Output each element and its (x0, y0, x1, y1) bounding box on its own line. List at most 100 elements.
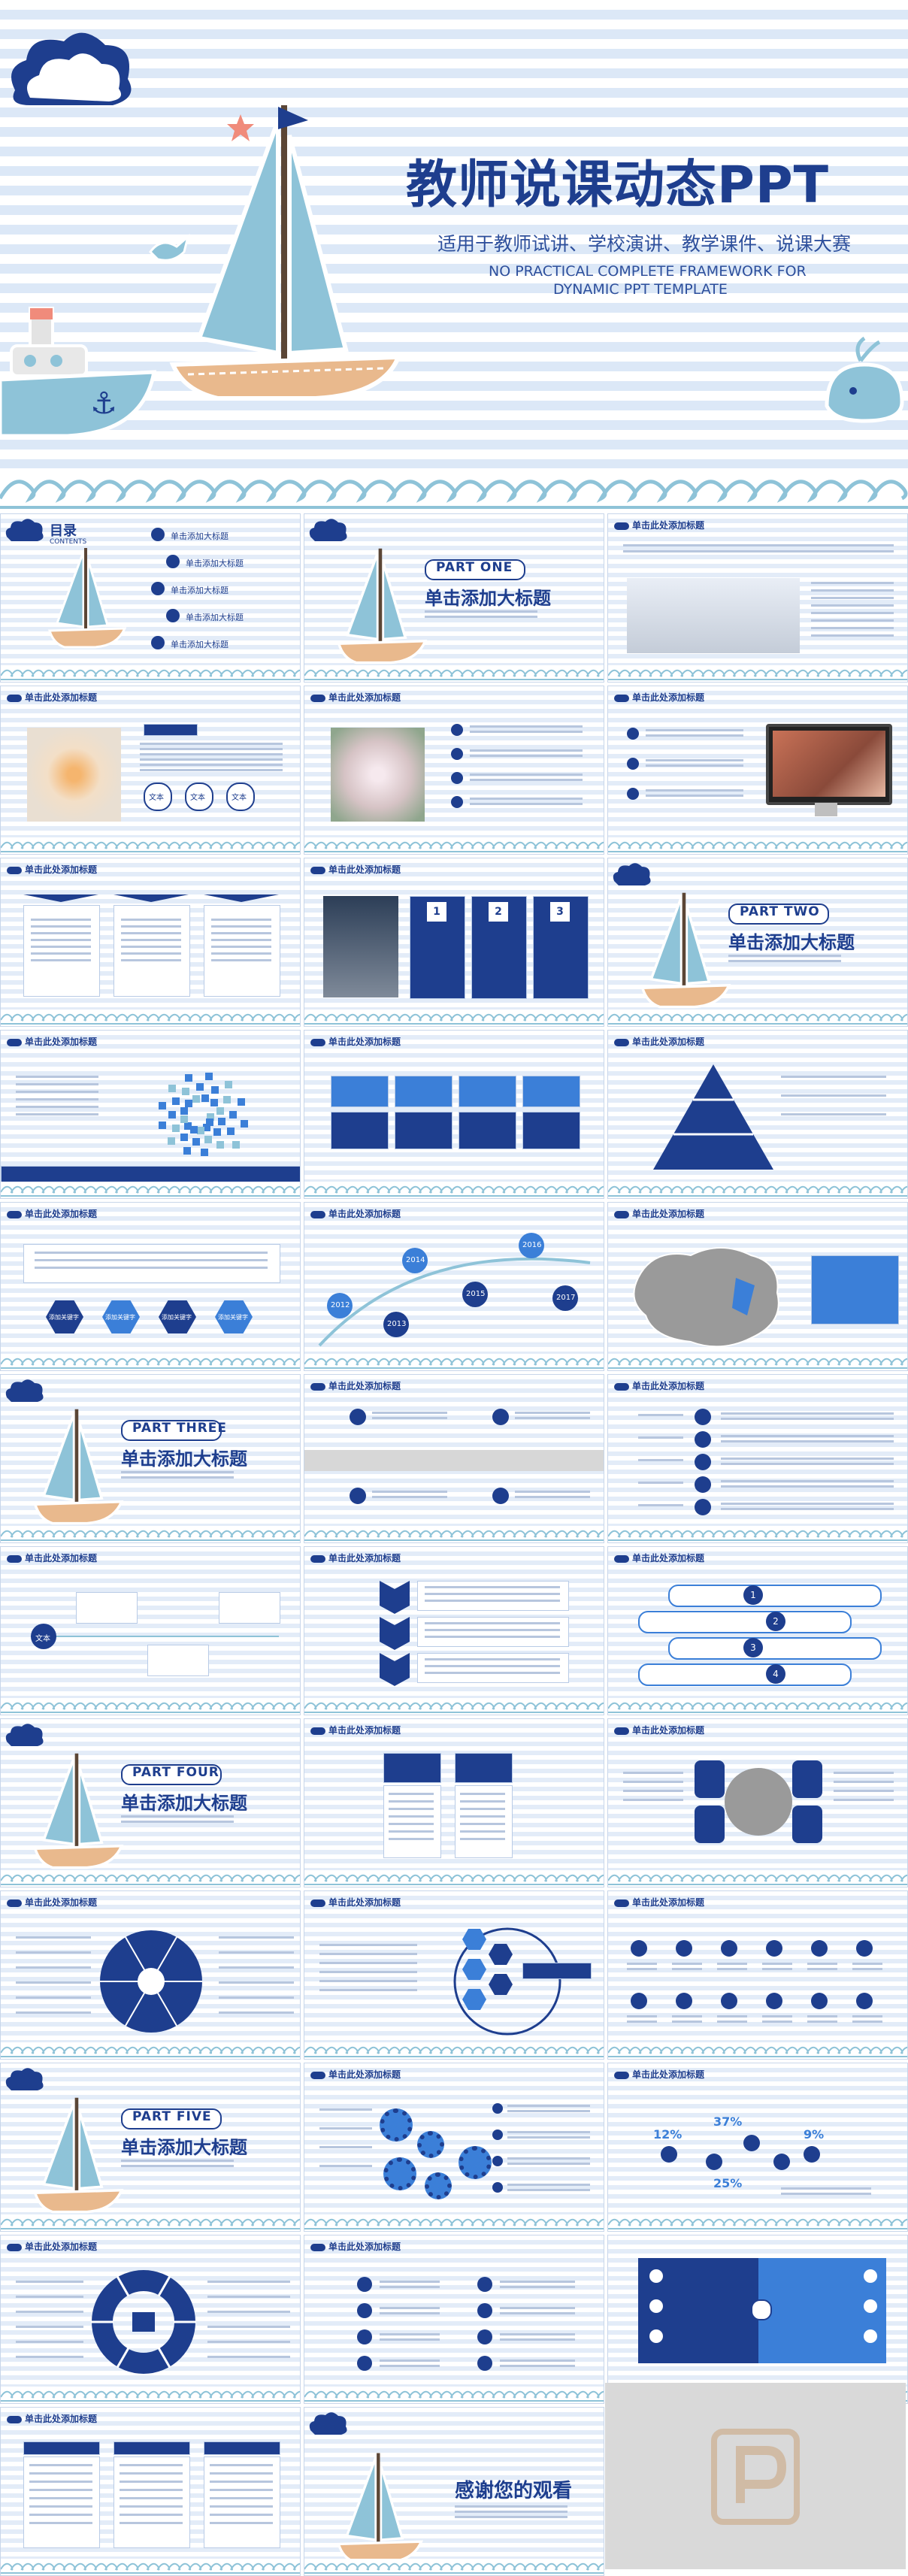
pill-row[interactable] (668, 1585, 882, 1607)
toc-item-icon (166, 555, 180, 568)
year-node[interactable] (552, 1285, 578, 1311)
year-label: 2014 (406, 1256, 425, 1264)
folder-card (459, 1076, 516, 1107)
slide-4[interactable]: 单击此处添加标题 (607, 513, 908, 683)
slide-29[interactable]: PART FIVE 单击添加大标题 (0, 2063, 301, 2232)
text-placeholder (210, 2464, 273, 2466)
cloud-icon (309, 2412, 347, 2435)
toc-item[interactable]: 单击添加大标题 (186, 558, 244, 568)
slide-30[interactable]: 单击此处添加标题 (304, 2063, 604, 2232)
slide-12[interactable]: 单击此处添加标题 (304, 1030, 604, 1199)
keyword-hex[interactable] (102, 1300, 140, 1333)
slide-5[interactable]: 单击此处添加标题 文本 文本 文本 (0, 686, 301, 855)
year-node (695, 1499, 711, 1515)
slide-16[interactable]: 单击此处添加标题 (607, 1202, 908, 1371)
text-placeholder (380, 2286, 440, 2288)
slide-13[interactable]: 单击此处添加标题 (607, 1030, 908, 1199)
slide-20[interactable]: 单击此处添加标题 文本 (0, 1546, 301, 1715)
slide-14[interactable]: 单击此处添加标题 添加关键字 添加关键字 添加关键字 添加关键字 (0, 1202, 301, 1371)
toc-item[interactable]: 单击添加大标题 (186, 613, 244, 622)
pill-row[interactable] (638, 1611, 852, 1633)
text-placeholder (29, 2481, 92, 2483)
text-placeholder (16, 2296, 83, 2298)
slide-31[interactable]: 单击此处添加标题 12% 37% 9% 25% (607, 2063, 908, 2232)
flow-node[interactable] (31, 1624, 56, 1649)
node-icon (773, 2154, 790, 2170)
section-part: PART FOUR (132, 1765, 219, 1780)
slide-7[interactable]: 单击此处添加标题 (607, 686, 908, 855)
slide-27[interactable]: 单击此处添加标题 (304, 1890, 604, 2060)
slide-34[interactable] (607, 2235, 908, 2404)
slide-17[interactable]: PART THREE 单击添加大标题 (0, 1374, 301, 1543)
folder-card (331, 1076, 389, 1107)
text-placeholder (35, 1252, 268, 1254)
slide-11[interactable]: 单击此处添加标题 (0, 1030, 301, 1199)
pill-row[interactable] (638, 1663, 852, 1686)
cloud-icon (613, 863, 651, 885)
slide-32[interactable]: 单击此处添加标题 (0, 2235, 301, 2404)
text-placeholder (207, 2356, 290, 2358)
toc-item-icon (166, 609, 180, 622)
keyword-hex[interactable] (46, 1300, 83, 1333)
year-node[interactable] (519, 1233, 544, 1258)
arrow-text-box (417, 1653, 569, 1683)
slide-22[interactable]: 单击此处添加标题 1 2 3 4 (607, 1546, 908, 1715)
toc-item[interactable]: 单击添加大标题 (171, 531, 229, 541)
slide-24[interactable]: 单击此处添加标题 (304, 1718, 604, 1887)
text-placeholder (210, 2514, 273, 2516)
keyword-hex[interactable] (159, 1300, 196, 1333)
text-placeholder (460, 1823, 505, 1825)
text-circle[interactable] (144, 782, 172, 811)
slide-19[interactable]: 单击此处添加标题 (607, 1374, 908, 1543)
slide-9[interactable]: 单击此处添加标题 1 2 3 (304, 858, 604, 1027)
slide-21[interactable]: 单击此处添加标题 (304, 1546, 604, 1715)
text-placeholder (507, 2157, 590, 2160)
down-arrow (380, 1617, 410, 1650)
toc-item[interactable]: 单击添加大标题 (171, 640, 229, 649)
slide-18[interactable]: 单击此处添加标题 (304, 1374, 604, 1543)
slide-36[interactable]: 感谢您的观看 (304, 2407, 604, 2576)
keyword-hex[interactable] (215, 1300, 253, 1333)
part-badge (121, 1420, 222, 1441)
text-placeholder (807, 2015, 837, 2018)
slide-15[interactable]: 单击此处添加标题 2012 2013 2014 2015 2016 2017 (304, 1202, 604, 1371)
slide-26[interactable]: 单击此处添加标题 (0, 1890, 301, 2060)
text-placeholder (425, 1665, 560, 1667)
slide-35[interactable]: 单击此处添加标题 (0, 2407, 301, 2576)
column-head (23, 2441, 100, 2455)
year-node[interactable] (402, 1248, 428, 1273)
slide-23[interactable]: PART FOUR 单击添加大标题 (0, 1718, 301, 1887)
text-placeholder (425, 1636, 560, 1638)
text-circle[interactable] (226, 782, 255, 811)
slide-8[interactable]: 单击此处添加标题 (0, 858, 301, 1027)
slide-33[interactable]: 单击此处添加标题 (304, 2235, 604, 2404)
text-placeholder (121, 952, 181, 955)
toc-item[interactable]: 单击添加大标题 (171, 586, 229, 595)
text-placeholder (140, 748, 283, 750)
percent-value: 9% (804, 2127, 825, 2142)
slide-2[interactable]: 目录 CONTENTS 单击添加大标题 单击添加大标题 单击添加大标题 单击添加大标题 单击… (0, 513, 301, 683)
text-placeholder (29, 2489, 92, 2491)
slide-25[interactable]: 单击此处添加标题 (607, 1718, 908, 1887)
pill-row[interactable] (668, 1637, 882, 1660)
step-number: 2 (766, 1612, 785, 1631)
column-box (455, 1785, 513, 1858)
year-label: 2017 (556, 1294, 576, 1302)
year-node[interactable] (327, 1293, 353, 1318)
mosaic-tile (240, 1119, 248, 1128)
text-placeholder (852, 2015, 882, 2018)
step-number: 1 (427, 902, 446, 922)
text-placeholder (319, 1989, 417, 1991)
slide-10[interactable]: PART TWO 单击添加大标题 (607, 858, 908, 1027)
slide-3[interactable]: PART ONE 单击添加大标题 (304, 513, 604, 683)
slide-header: 单击此处添加标题 (7, 691, 97, 704)
year-node[interactable] (462, 1282, 488, 1307)
slide-6[interactable]: 单击此处添加标题 (304, 686, 604, 855)
sailboat-icon (33, 1409, 124, 1525)
slide-28[interactable]: 单击此处添加标题 (607, 1890, 908, 2060)
year-node[interactable] (383, 1312, 409, 1337)
text-circle[interactable] (185, 782, 213, 811)
text-placeholder (425, 1593, 560, 1595)
mosaic-tile (197, 1126, 205, 1134)
text-placeholder (811, 597, 894, 599)
